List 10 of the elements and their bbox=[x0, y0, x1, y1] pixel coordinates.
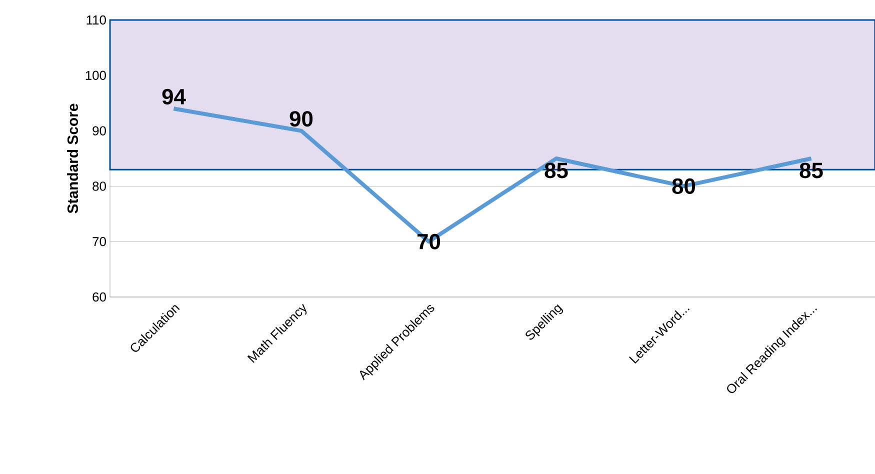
y-tick-label: 80 bbox=[92, 182, 106, 191]
data-label: 94 bbox=[162, 88, 186, 104]
data-label: 90 bbox=[290, 111, 313, 127]
y-tick-label: 60 bbox=[92, 292, 106, 302]
y-tick-label: 100 bbox=[86, 70, 106, 80]
y-tick-label: 110 bbox=[86, 15, 106, 25]
data-label: 80 bbox=[672, 178, 696, 194]
y-tick-label: 70 bbox=[92, 237, 106, 246]
y-tick-label: 90 bbox=[92, 126, 106, 136]
y-axis-title: Standard Score bbox=[67, 104, 78, 214]
